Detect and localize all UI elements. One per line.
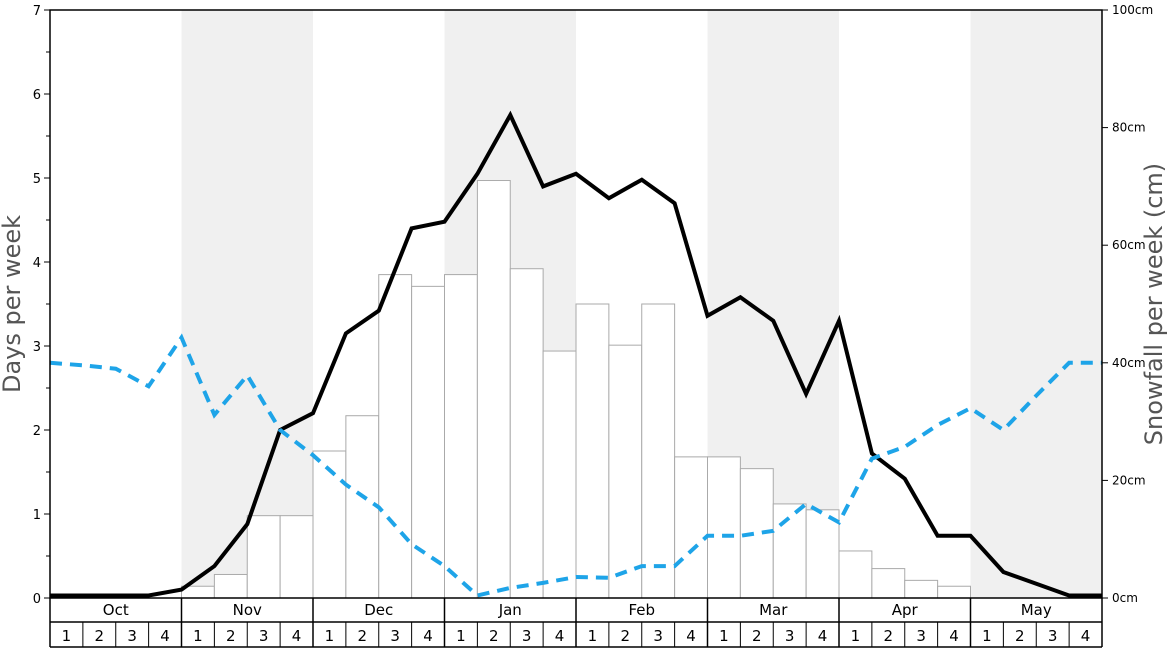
week-label: 2 — [752, 627, 762, 645]
week-label: 4 — [423, 627, 433, 645]
month-label: Apr — [892, 601, 919, 619]
snowfall-bars — [181, 180, 971, 599]
snowfall-bar — [641, 303, 676, 599]
snowfall-bar — [575, 303, 610, 599]
week-label: 4 — [1081, 627, 1091, 645]
week-label: 1 — [62, 627, 72, 645]
week-label: 4 — [686, 627, 696, 645]
snowfall-bar — [246, 515, 281, 599]
right-axis-title: Snowfall per week (cm) — [1140, 163, 1168, 445]
axes: 0 1 2 3 4 5 6 7 0cm 20cm 40cm 60cm 80cm 100cm — [33, 3, 1153, 607]
month-shade-nov — [181, 10, 313, 598]
right-axis-tick-label: 20cm — [1112, 473, 1146, 487]
snowfall-bar — [838, 550, 873, 599]
right-axis-tick-label: 100cm — [1112, 3, 1153, 17]
right-axis-tick-label: 0cm — [1112, 591, 1138, 605]
week-label: 1 — [193, 627, 203, 645]
week-label: 1 — [982, 627, 992, 645]
right-axis-tick-label: 60cm — [1112, 238, 1146, 252]
week-label: 1 — [325, 627, 335, 645]
month-row: Oct 1 2 3 4 Nov 1 2 3 4 Dec 1 2 3 4 Jan 1 2 3 4 Feb 1 2 3 4 Mar 1 2… — [49, 598, 1103, 648]
week-label: 3 — [522, 627, 532, 645]
week-label: 2 — [1015, 627, 1025, 645]
month-label: Mar — [759, 601, 788, 619]
week-label: 4 — [160, 627, 170, 645]
week-label: 3 — [390, 627, 400, 645]
snowfall-bar — [378, 274, 413, 599]
left-axis-tick-label: 2 — [33, 424, 41, 439]
month-shade-may — [970, 10, 1102, 598]
snowfall-bar — [312, 450, 347, 599]
snowfall-bar — [674, 456, 708, 599]
right-axis-tick-label: 40cm — [1112, 356, 1146, 370]
left-axis-tick-label: 3 — [33, 340, 41, 355]
snowfall-bar — [476, 180, 511, 599]
week-label: 1 — [588, 627, 598, 645]
week-label: 1 — [851, 627, 861, 645]
snowfall-bar — [707, 456, 741, 599]
snowfall-bar — [411, 285, 445, 599]
snowfall-bar — [608, 344, 643, 599]
left-axis-tick-label: 1 — [33, 508, 41, 523]
month-label: Oct — [103, 601, 129, 619]
week-label: 2 — [621, 627, 631, 645]
week-label: 3 — [653, 627, 663, 645]
snowfall-bar — [444, 274, 478, 599]
snowfall-bar — [542, 350, 577, 599]
month-label: Jan — [498, 601, 522, 619]
snowfall-bar — [509, 268, 544, 599]
week-label: 1 — [456, 627, 466, 645]
week-label: 2 — [489, 627, 499, 645]
snowfall-bar — [871, 568, 906, 599]
snowfall-bar — [772, 503, 807, 599]
week-label: 3 — [259, 627, 269, 645]
snowfall-bar — [213, 573, 248, 599]
month-label: Nov — [233, 601, 262, 619]
left-axis-title: Days per week — [0, 215, 26, 393]
week-label: 3 — [785, 627, 795, 645]
right-axis-tick-label: 80cm — [1112, 121, 1146, 135]
month-label: Dec — [364, 601, 393, 619]
snow-days-line — [50, 110, 1102, 598]
snowfall-bar — [345, 415, 380, 599]
week-label: 3 — [916, 627, 926, 645]
left-axis-tick-label: 0 — [33, 592, 41, 607]
snowfall-bar — [279, 515, 314, 599]
week-label: 2 — [884, 627, 894, 645]
snowfall-bar — [937, 585, 971, 599]
left-axis-tick-label: 5 — [33, 172, 41, 187]
week-label: 3 — [127, 627, 137, 645]
week-label: 3 — [1048, 627, 1058, 645]
left-axis-tick-label: 4 — [33, 256, 41, 271]
week-label: 1 — [719, 627, 729, 645]
week-label: 2 — [358, 627, 368, 645]
week-label: 2 — [95, 627, 105, 645]
left-axis-tick-label: 6 — [33, 88, 41, 103]
month-label: May — [1021, 601, 1052, 619]
dashed-line — [49, 333, 1102, 598]
week-label: 4 — [555, 627, 565, 645]
week-label: 4 — [818, 627, 828, 645]
chart-lines — [49, 110, 1102, 598]
week-label: 4 — [949, 627, 959, 645]
snowfall-bar — [904, 579, 939, 599]
week-label: 2 — [226, 627, 236, 645]
left-axis-tick-label: 7 — [33, 4, 41, 19]
month-label: Feb — [628, 601, 655, 619]
week-label: 4 — [292, 627, 302, 645]
snowfall-bar — [805, 509, 840, 599]
